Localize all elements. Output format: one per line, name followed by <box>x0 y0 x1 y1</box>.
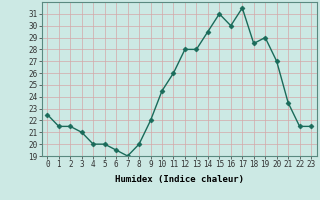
X-axis label: Humidex (Indice chaleur): Humidex (Indice chaleur) <box>115 175 244 184</box>
